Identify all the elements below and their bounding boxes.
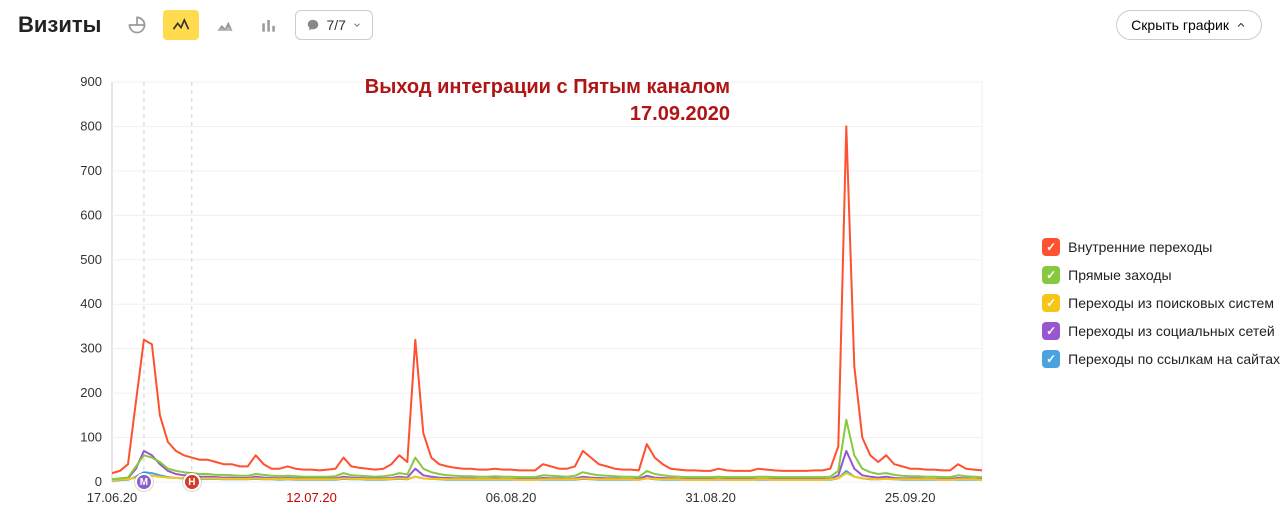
axis-marker[interactable]: М [135, 473, 153, 491]
svg-text:31.08.20: 31.08.20 [685, 490, 736, 505]
svg-text:0: 0 [95, 474, 102, 489]
toolbar: Визиты 7/7 Скрыть график [0, 0, 1280, 48]
line-chart-icon [171, 15, 191, 35]
series-selector-button[interactable]: 7/7 [295, 10, 372, 40]
legend-swatch [1042, 350, 1060, 368]
legend-label: Прямые заходы [1068, 267, 1171, 283]
legend-swatch [1042, 322, 1060, 340]
svg-text:600: 600 [80, 207, 102, 222]
svg-text:900: 900 [80, 74, 102, 89]
area-chart-icon [215, 15, 235, 35]
chart-area: 0 100 200 300 400 500 600 700 800 900 17.06.20 12.0… [0, 48, 1280, 508]
svg-text:100: 100 [80, 430, 102, 445]
chart-type-pie-button[interactable] [119, 10, 155, 40]
svg-text:500: 500 [80, 252, 102, 267]
svg-text:25.09.20: 25.09.20 [885, 490, 936, 505]
page-title: Визиты [18, 12, 101, 38]
annotation-text: Выход интеграции с Пятым каналом 17.09.2… [365, 74, 730, 128]
legend-item[interactable]: Переходы из социальных сетей [1042, 322, 1280, 340]
bar-chart-icon [259, 15, 279, 35]
legend-label: Переходы из социальных сетей [1068, 323, 1275, 339]
hide-chart-label: Скрыть график [1131, 17, 1229, 33]
pie-icon [127, 15, 147, 35]
annotation-line2: 17.09.2020 [365, 101, 730, 128]
legend-swatch [1042, 238, 1060, 256]
legend-swatch [1042, 294, 1060, 312]
legend-item[interactable]: Прямые заходы [1042, 266, 1280, 284]
svg-text:12.07.20: 12.07.20 [286, 490, 337, 505]
svg-text:800: 800 [80, 118, 102, 133]
svg-text:700: 700 [80, 163, 102, 178]
svg-text:200: 200 [80, 385, 102, 400]
chart-type-line-button[interactable] [163, 10, 199, 40]
legend-label: Переходы из поисковых систем [1068, 295, 1274, 311]
svg-text:400: 400 [80, 296, 102, 311]
legend-swatch [1042, 266, 1060, 284]
annotation-line1: Выход интеграции с Пятым каналом [365, 74, 730, 101]
legend-item[interactable]: Внутренние переходы [1042, 238, 1280, 256]
chevron-up-icon [1235, 19, 1247, 31]
chevron-down-icon [352, 20, 362, 30]
svg-text:17.06.20: 17.06.20 [87, 490, 138, 505]
legend-label: Переходы по ссылкам на сайтах [1068, 351, 1280, 367]
chart-type-area-button[interactable] [207, 10, 243, 40]
svg-text:300: 300 [80, 341, 102, 356]
legend-item[interactable]: Переходы по ссылкам на сайтах [1042, 350, 1280, 368]
svg-text:06.08.20: 06.08.20 [486, 490, 537, 505]
legend: Внутренние переходы Прямые заходы Переходы… [1042, 238, 1280, 368]
chart-type-bar-button[interactable] [251, 10, 287, 40]
hide-chart-button[interactable]: Скрыть график [1116, 10, 1262, 40]
chat-icon [306, 18, 320, 32]
axis-marker[interactable]: Н [183, 473, 201, 491]
legend-item[interactable]: Переходы из поисковых систем [1042, 294, 1280, 312]
series-selector-label: 7/7 [326, 17, 345, 33]
legend-label: Внутренние переходы [1068, 239, 1212, 255]
